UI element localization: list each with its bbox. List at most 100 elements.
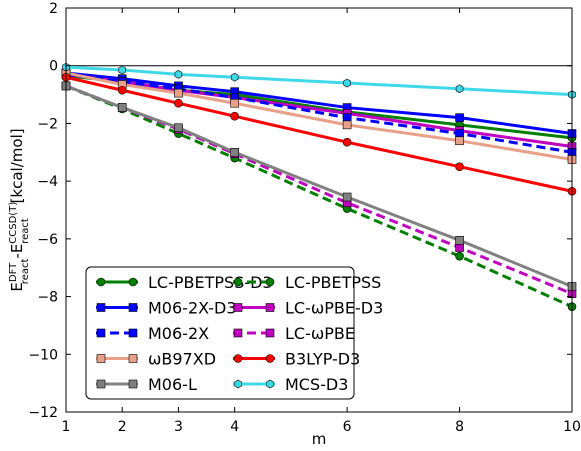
y-tick-label: −8 bbox=[37, 290, 58, 306]
legend-item: LC-ωPBE bbox=[233, 324, 355, 343]
data-point bbox=[174, 70, 183, 79]
data-point bbox=[455, 162, 464, 172]
series-line bbox=[65, 75, 573, 193]
legend-marker bbox=[234, 379, 242, 389]
legend-label: M06-2X bbox=[148, 324, 209, 343]
legend-marker bbox=[266, 379, 274, 389]
legend-label: M06-L bbox=[148, 375, 197, 394]
legend-marker bbox=[96, 303, 106, 312]
legend-marker bbox=[233, 277, 243, 287]
data-point bbox=[455, 136, 464, 146]
legend-marker bbox=[96, 379, 106, 389]
data-point bbox=[174, 88, 183, 98]
y-axis-label-sub2: react bbox=[20, 218, 31, 244]
data-point bbox=[342, 137, 352, 147]
legend-label: LC-PBETPSS-D3 bbox=[148, 273, 273, 292]
legend-label: ωB97XD bbox=[148, 350, 216, 369]
x-axis: 1 2 3 4 6 8 10 bbox=[62, 8, 581, 435]
x-tick-label: 2 bbox=[118, 419, 127, 435]
y-axis-label: EDFTreact-ECCSD(T)react [kcal/mol] bbox=[8, 128, 31, 291]
y-tick-label: 2 bbox=[49, 1, 58, 17]
data-point bbox=[230, 111, 239, 121]
legend-label: MCS-D3 bbox=[285, 375, 348, 394]
y-axis-label-sup1: DFT bbox=[8, 262, 19, 282]
legend-marker bbox=[128, 354, 138, 363]
data-point bbox=[118, 65, 126, 75]
legend-label: LC-ωPBE-D3 bbox=[285, 299, 383, 318]
data-point bbox=[455, 113, 464, 122]
legend-item: MCS-D3 bbox=[233, 375, 348, 394]
legend-label: M06-2X-D3 bbox=[148, 299, 237, 318]
legend-marker bbox=[265, 303, 275, 312]
y-tick-label: −2 bbox=[37, 116, 58, 132]
y-tick-label: −10 bbox=[28, 347, 58, 363]
y-axis-label-sub1: react bbox=[20, 259, 31, 285]
series-B3LYP-D3 bbox=[61, 72, 577, 196]
legend-marker bbox=[265, 354, 275, 363]
x-tick-label: 8 bbox=[455, 419, 464, 435]
y-tick-label: −12 bbox=[28, 405, 58, 421]
y-axis-label-sup2: CCSD(T) bbox=[8, 202, 19, 244]
legend-label: B3LYP-D3 bbox=[285, 350, 360, 369]
legend-marker bbox=[128, 379, 138, 389]
plot-area bbox=[61, 62, 577, 311]
legend-marker bbox=[265, 277, 275, 287]
x-tick-label: 1 bbox=[62, 419, 71, 435]
legend-label: LC-PBETPSS bbox=[285, 273, 381, 292]
series-M06-2X-D3 bbox=[61, 68, 577, 138]
data-point bbox=[117, 85, 127, 95]
legend-marker bbox=[128, 328, 138, 338]
y-tick-label: 0 bbox=[49, 59, 58, 75]
x-tick-label: 4 bbox=[230, 419, 239, 435]
y-tick-label: −6 bbox=[37, 232, 58, 248]
legend-item: M06-L bbox=[96, 375, 197, 394]
legend-box bbox=[85, 266, 355, 400]
data-point bbox=[174, 123, 183, 133]
data-point bbox=[342, 120, 352, 130]
legend-item: B3LYP-D3 bbox=[233, 350, 360, 369]
data-point bbox=[230, 147, 239, 157]
y-axis-label-unit: [kcal/mol] bbox=[8, 128, 26, 208]
legend-label: LC-ωPBE bbox=[285, 324, 355, 343]
data-point bbox=[342, 113, 352, 122]
x-tick-label: 10 bbox=[563, 419, 581, 435]
legend-item: M06-2X-D3 bbox=[96, 299, 237, 318]
data-point bbox=[174, 98, 183, 108]
legend-item: ωB97XD bbox=[96, 350, 216, 369]
data-point bbox=[343, 78, 351, 88]
y-axis: 2 0 −2 −4 −6 −8 −10 −12 bbox=[28, 1, 572, 421]
legend-marker bbox=[128, 303, 138, 312]
series-line bbox=[65, 84, 573, 288]
legend-item: M06-2X bbox=[96, 324, 209, 343]
data-point bbox=[230, 72, 239, 82]
data-point bbox=[342, 192, 352, 202]
legend-marker bbox=[128, 277, 138, 287]
legend-marker bbox=[233, 354, 243, 363]
legend: LC-PBETPSS-D3 LC-PBETPSS M06-2X-D3 LC-ωPBE-… bbox=[85, 266, 383, 400]
legend-marker bbox=[265, 328, 275, 338]
y-axis-label-main: E bbox=[8, 282, 26, 291]
legend-item: LC-PBETPSS bbox=[233, 273, 381, 292]
legend-marker bbox=[96, 354, 106, 363]
data-point bbox=[455, 243, 464, 252]
legend-marker bbox=[96, 277, 106, 287]
data-point bbox=[455, 129, 464, 138]
data-point bbox=[230, 98, 239, 108]
legend-marker bbox=[96, 328, 106, 338]
data-point bbox=[455, 251, 464, 261]
legend-item: LC-PBETPSS-D3 bbox=[96, 273, 273, 292]
legend-marker bbox=[233, 303, 243, 312]
x-tick-label: 3 bbox=[174, 419, 183, 435]
x-axis-label: m bbox=[312, 430, 327, 448]
data-point bbox=[117, 103, 127, 112]
data-point bbox=[455, 84, 464, 94]
y-tick-label: −4 bbox=[37, 174, 58, 190]
legend-marker bbox=[233, 328, 243, 338]
plot-frame bbox=[65, 7, 573, 413]
legend-item: LC-ωPBE-D3 bbox=[233, 299, 383, 318]
x-tick-label: 6 bbox=[343, 419, 352, 435]
data-point bbox=[455, 236, 464, 245]
series-line bbox=[65, 84, 573, 296]
y-axis-label-sep: -E bbox=[8, 244, 26, 259]
